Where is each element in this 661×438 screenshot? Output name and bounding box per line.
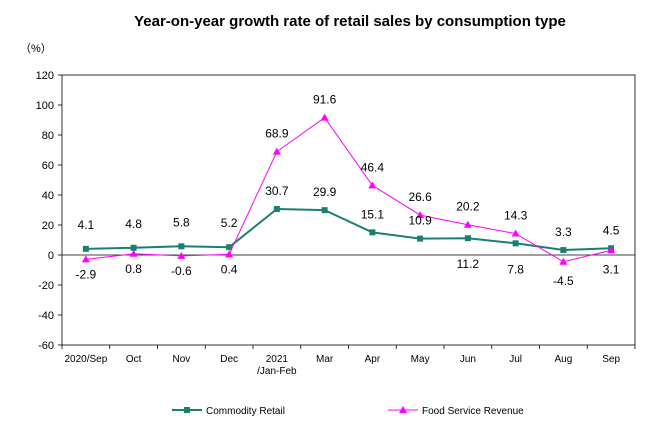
commodity-retail-label: 5.2	[221, 216, 238, 230]
food-service-label: -0.6	[171, 264, 192, 278]
chart-title: Year-on-year growth rate of retail sales…	[134, 13, 566, 30]
commodity-retail-point	[417, 235, 424, 242]
x-tick-label: Dec	[220, 354, 238, 365]
food-service-label: 0.8	[125, 262, 142, 276]
series-line-food-service-revenue	[85, 116, 612, 263]
commodity-retail-label: 15.1	[361, 207, 385, 221]
y-tick-label: 120	[36, 70, 54, 82]
commodity-retail-point	[464, 235, 471, 242]
food-service-label: 91.6	[313, 93, 337, 107]
food-service-label: 20.2	[456, 200, 480, 214]
y-tick-label: 60	[42, 160, 54, 172]
legend-food-service-label: Food Service Revenue	[422, 406, 524, 417]
commodity-retail-point	[369, 229, 376, 236]
food-service-label: 46.4	[361, 160, 385, 174]
commodity-retail-point	[560, 247, 567, 254]
y-tick-label: -60	[38, 340, 54, 352]
legend-commodity-retail-label: Commodity Retail	[206, 406, 285, 417]
food-service-point	[272, 147, 281, 155]
y-tick-label: 100	[36, 100, 54, 112]
commodity-retail-label: 30.7	[265, 184, 289, 198]
x-tick-label: Mar	[316, 354, 334, 365]
commodity-retail-label: 4.1	[78, 218, 95, 232]
food-service-point	[225, 250, 234, 258]
x-tick-label: Oct	[126, 354, 142, 365]
commodity-retail-point	[130, 244, 137, 251]
x-tick-label: May	[411, 354, 430, 365]
food-service-point	[607, 246, 616, 254]
food-service-label: 0.4	[221, 262, 238, 276]
x-tick-label: Aug	[554, 354, 572, 365]
food-service-label: 14.3	[504, 209, 528, 223]
food-service-label: -2.9	[76, 267, 97, 281]
legend: Commodity Retail Food Service Revenue	[172, 406, 524, 417]
food-service-point	[129, 249, 138, 257]
x-tick-label: 2021	[266, 354, 289, 365]
legend-food-service-marker	[399, 406, 407, 413]
food-service-point	[320, 113, 329, 121]
x-tick-label: Apr	[365, 354, 381, 365]
y-axis: 120 100 80 60 40 20 0 -20 -40 -60	[36, 70, 635, 352]
food-service-point	[559, 257, 568, 265]
y-axis-unit: （%）	[20, 42, 52, 55]
series-line-commodity-retail	[85, 207, 612, 252]
x-tick-label: Sep	[602, 354, 620, 365]
y-tick-label: -40	[38, 310, 54, 322]
food-service-label: 26.6	[408, 190, 432, 204]
commodity-retail-label: 5.8	[173, 215, 190, 229]
commodity-retail-point	[512, 240, 519, 247]
commodity-retail-label: 29.9	[313, 185, 337, 199]
x-tick-label: Jul	[509, 354, 522, 365]
commodity-retail-label: 4.5	[603, 223, 620, 237]
commodity-retail-point	[82, 245, 89, 252]
food-service-point	[416, 211, 425, 219]
commodity-retail-label: 11.2	[457, 257, 480, 271]
food-service-point	[177, 251, 186, 259]
commodity-retail-label: 7.8	[507, 262, 524, 276]
commodity-retail-point	[226, 244, 233, 251]
series-layer	[81, 113, 616, 265]
y-tick-label: 20	[42, 220, 54, 232]
x-tick-label: 2020/Sep	[64, 354, 107, 365]
commodity-retail-label: 4.8	[125, 217, 142, 231]
commodity-retail-point	[273, 205, 280, 212]
food-service-point	[81, 255, 90, 263]
y-tick-label: 0	[48, 250, 54, 262]
commodity-retail-point	[321, 207, 328, 214]
y-tick-label: 40	[42, 190, 54, 202]
food-service-point	[463, 220, 472, 228]
x-tick-label: Nov	[172, 354, 190, 365]
y-tick-label: 80	[42, 130, 54, 142]
data-labels: 4.1 4.8 5.8 5.2 30.7 29.9 15.1 10.9 11.2 7.8 3.3 4.…	[76, 93, 620, 288]
legend-commodity-retail-marker	[184, 407, 190, 413]
commodity-retail-label: 3.3	[555, 225, 572, 239]
food-service-label: 3.1	[603, 262, 620, 276]
x-axis: 2020/Sep Oct Nov Dec 2021/Jan-Feb Mar Apr May Ju…	[61, 345, 636, 377]
plot-area-frame	[61, 74, 636, 346]
food-service-label: -4.5	[553, 274, 574, 288]
food-service-point	[368, 181, 377, 189]
commodity-retail-point	[178, 243, 185, 250]
x-tick-label: Jun	[460, 354, 476, 365]
x-tick-label: /Jan-Feb	[257, 366, 297, 377]
food-service-point	[511, 229, 520, 237]
food-service-label: 68.9	[265, 127, 289, 141]
y-tick-label: -20	[38, 280, 54, 292]
commodity-retail-label: 10.9	[408, 214, 432, 228]
